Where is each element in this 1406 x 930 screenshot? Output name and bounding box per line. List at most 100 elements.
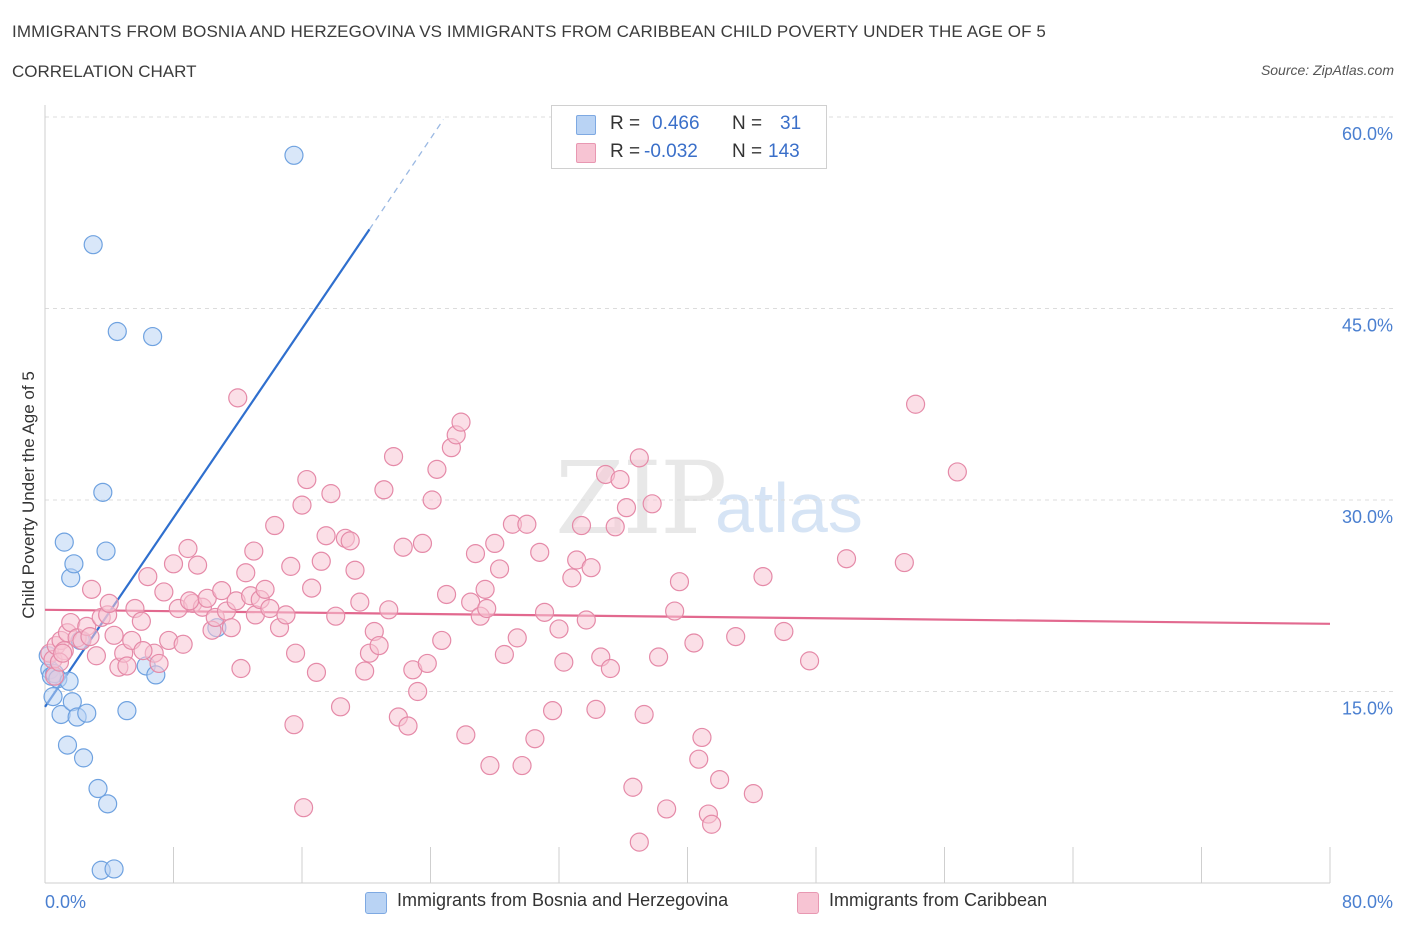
point-caribbean [221, 618, 241, 638]
point-caribbean [393, 537, 413, 557]
point-caribbean [517, 514, 537, 534]
point-caribbean [138, 566, 158, 587]
point-caribbean [412, 533, 433, 554]
point-caribbean [260, 598, 280, 619]
point-caribbean [281, 556, 301, 576]
y-tick-label: 60.0% [1342, 124, 1393, 144]
point-caribbean [228, 388, 248, 408]
point-caribbean [581, 558, 601, 578]
point-caribbean [306, 662, 327, 682]
point-caribbean [297, 469, 317, 490]
legend-r-label: R = [610, 141, 641, 162]
point-bosnia [117, 701, 137, 721]
point-caribbean [836, 549, 857, 569]
x-tick-label: 80.0% [1342, 892, 1393, 912]
point-caribbean [231, 658, 251, 679]
point-caribbean [743, 784, 763, 804]
point-caribbean [374, 480, 394, 500]
legend-row-bosnia: R = 0.466 N = 31 [552, 110, 826, 138]
point-caribbean [710, 769, 730, 790]
legend-row-caribbean: R = -0.032 N = 143 [552, 138, 826, 166]
point-caribbean [616, 498, 637, 518]
legend-n-label: N = [732, 113, 763, 134]
point-caribbean [586, 699, 606, 719]
point-caribbean [436, 584, 457, 605]
x-tick-label: 0.0% [45, 892, 86, 912]
point-caribbean [432, 630, 452, 651]
bottom-legend-label-caribbean: Immigrants from Caribbean [829, 890, 1048, 910]
chart-title: IMMIGRANTS FROM BOSNIA AND HERZEGOVINA V… [12, 22, 1046, 41]
point-caribbean [774, 621, 794, 642]
point-caribbean [131, 611, 151, 631]
point-caribbean [623, 777, 643, 797]
point-caribbean [104, 625, 124, 645]
point-caribbean [427, 459, 447, 479]
legend-swatch-caribbean [576, 143, 596, 163]
bottom-legend-swatch-caribbean [797, 892, 819, 914]
trend-line-bosnia [44, 228, 371, 708]
point-caribbean [665, 601, 685, 621]
point-caribbean [610, 469, 630, 490]
stats-legend: R = 0.466 N = 31 R = -0.032 N = 143 [551, 105, 827, 169]
legend-r-value: -0.032 [644, 141, 698, 162]
point-caribbean [149, 653, 169, 674]
point-caribbean [494, 644, 514, 665]
point-caribbean [276, 605, 296, 625]
point-caribbean [350, 592, 370, 612]
point-caribbean [408, 681, 428, 702]
point-caribbean [398, 716, 418, 736]
point-caribbean [178, 538, 198, 559]
point-caribbean [236, 563, 256, 583]
point-bosnia [107, 321, 127, 342]
point-caribbean [154, 582, 174, 602]
point-caribbean [648, 647, 669, 667]
legend-r-label: R = [610, 113, 641, 134]
point-caribbean [684, 633, 704, 653]
data-points [38, 145, 967, 880]
point-bosnia [73, 748, 94, 768]
point-caribbean [173, 634, 193, 654]
point-caribbean [302, 578, 322, 598]
point-bosnia [143, 326, 163, 347]
point-caribbean [86, 646, 107, 666]
point-caribbean [905, 394, 926, 414]
point-caribbean [383, 446, 404, 467]
point-caribbean [212, 581, 232, 601]
point-caribbean [451, 412, 471, 432]
point-bosnia [96, 541, 116, 561]
point-caribbean [947, 462, 967, 482]
point-caribbean [53, 643, 73, 663]
point-caribbean [692, 727, 712, 748]
legend-n-value: 143 [768, 141, 800, 162]
point-caribbean [417, 653, 437, 674]
point-caribbean [554, 652, 574, 672]
legend-swatch-bosnia [576, 115, 596, 135]
point-caribbean [340, 531, 360, 551]
point-caribbean [475, 579, 495, 599]
point-caribbean [576, 610, 596, 630]
point-bosnia [83, 235, 103, 255]
y-tick-label: 15.0% [1342, 699, 1393, 719]
point-caribbean [600, 658, 621, 679]
point-caribbean [133, 641, 153, 661]
point-caribbean [456, 725, 476, 745]
point-caribbean [669, 572, 690, 592]
point-caribbean [80, 627, 100, 647]
point-caribbean [255, 579, 275, 599]
point-caribbean [285, 643, 306, 663]
point-bosnia [64, 554, 84, 574]
point-bosnia [43, 687, 63, 707]
point-caribbean [99, 593, 119, 614]
trend-lines [44, 119, 1331, 708]
point-caribbean [629, 832, 649, 852]
trend-line-bosnia-extension [368, 119, 444, 230]
point-caribbean [689, 749, 709, 769]
bottom-legend-label-bosnia: Immigrants from Bosnia and Herzegovina [397, 890, 729, 910]
point-caribbean [321, 484, 341, 504]
point-caribbean [465, 544, 486, 564]
point-bosnia [93, 482, 113, 502]
point-caribbean [571, 515, 592, 536]
point-caribbean [369, 635, 389, 656]
point-caribbean [512, 755, 532, 776]
